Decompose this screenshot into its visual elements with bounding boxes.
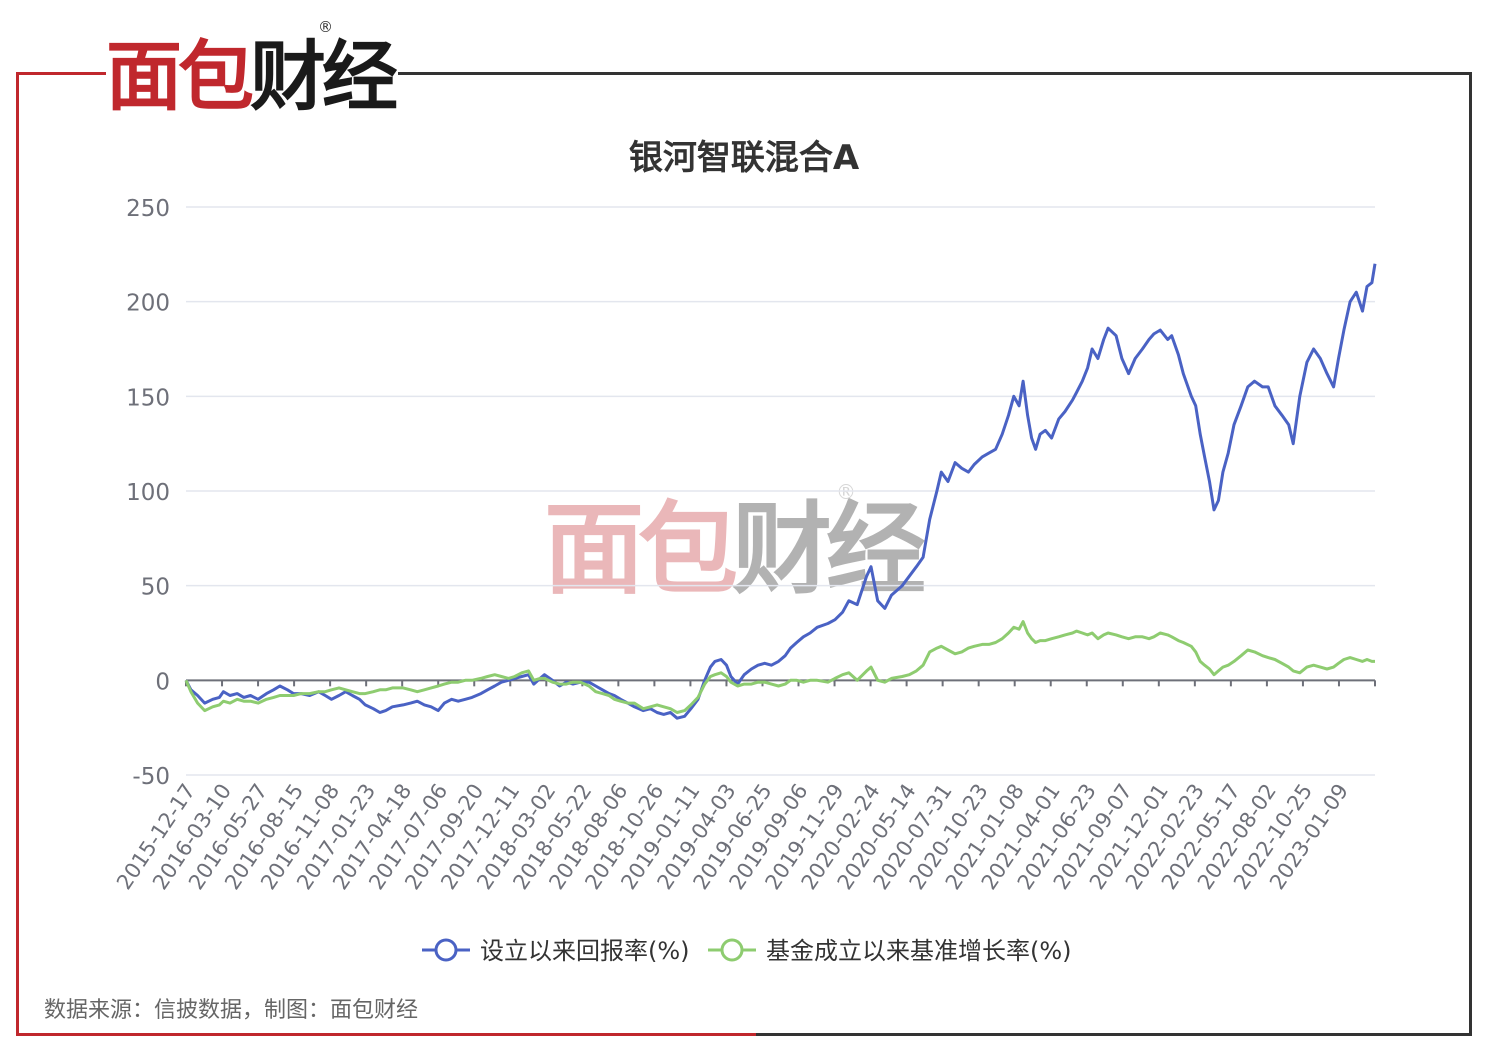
legend-symbol-marker bbox=[720, 938, 744, 962]
legend-label: 设立以来回报率(%) bbox=[480, 937, 690, 965]
data-source-note: 数据来源：信披数据，制图：面包财经 bbox=[44, 998, 419, 1023]
y-tick-label: 150 bbox=[126, 385, 170, 411]
y-tick-label: 250 bbox=[126, 196, 170, 222]
legend-label: 基金成立以来基准增长率(%) bbox=[766, 937, 1072, 965]
series-line-fund-return bbox=[184, 263, 1377, 720]
brand-logo-part2: 财经 bbox=[250, 32, 398, 121]
y-tick-label: 200 bbox=[126, 291, 170, 317]
chart-title: 银河智联混合A bbox=[628, 138, 860, 178]
brand-logo-part1: 面包 bbox=[106, 32, 254, 121]
frame-border-left bbox=[16, 72, 19, 1036]
legend-symbol-marker bbox=[434, 938, 458, 962]
frame-border-top-right bbox=[398, 72, 1472, 75]
y-tick-label: 50 bbox=[141, 575, 170, 601]
brand-logo-text: 面包财经 bbox=[106, 32, 398, 121]
y-tick-label: 0 bbox=[155, 669, 170, 695]
brand-watermark: 面包财经 ® bbox=[544, 480, 944, 630]
frame-border-bottom-right bbox=[756, 1033, 1472, 1036]
watermark-text: 面包财经 bbox=[544, 490, 926, 610]
watermark-part2: 财经 bbox=[732, 491, 926, 608]
y-tick-label: -50 bbox=[132, 764, 170, 790]
watermark-registered-mark: ® bbox=[836, 480, 856, 504]
frame-border-right bbox=[1469, 72, 1472, 1036]
series-line-benchmark-return bbox=[184, 620, 1375, 714]
frame-border-top-left bbox=[16, 72, 106, 75]
frame-border-bottom-left bbox=[16, 1033, 756, 1036]
y-tick-label: 100 bbox=[126, 480, 170, 506]
brand-logo: 面包财经 ® bbox=[106, 18, 398, 120]
watermark-part1: 面包 bbox=[544, 491, 738, 608]
registered-mark: ® bbox=[318, 18, 333, 36]
